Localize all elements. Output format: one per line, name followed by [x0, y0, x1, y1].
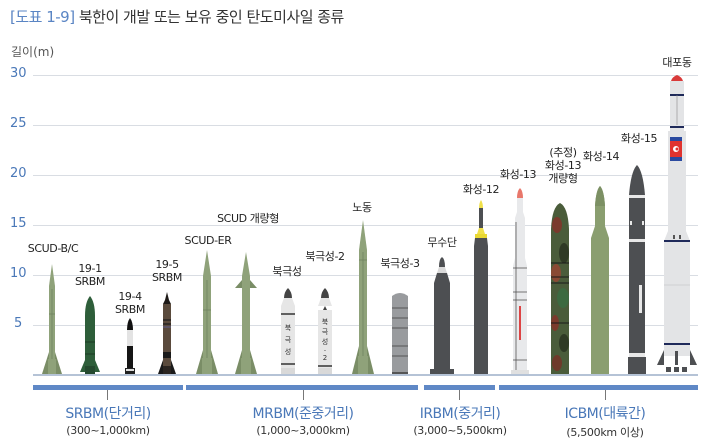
label-19-5: 19-5 SRBM	[151, 258, 183, 284]
pukguksong-body-char-3: 성	[285, 347, 291, 356]
missile-19-1	[79, 296, 101, 374]
label-musudan: 무수단	[427, 236, 457, 249]
label-hwasong-12: 화성-12	[462, 183, 500, 196]
label-pukguksong: 북극성	[272, 265, 302, 278]
missile-hwasong-14	[589, 186, 611, 374]
label-19-4: 19-4 SRBM	[114, 290, 146, 316]
missile-musudan	[429, 257, 455, 374]
label-hwasong-14: 화성-14	[582, 150, 620, 163]
category-tick-icbm	[605, 390, 606, 400]
category-name-icbm: ICBM(대륙간)	[564, 406, 646, 422]
svg-text:2: 2	[323, 354, 327, 362]
missile-hwasong-13	[509, 188, 531, 374]
category-name-irbm: IRBM(중거리)	[419, 406, 501, 422]
label-hwasong-13: 화성-13	[499, 168, 537, 181]
category-name-mrbm: MRBM(준중거리)	[252, 406, 354, 422]
gridline-25	[33, 125, 698, 126]
pukguksong-body-char-2: 극	[285, 336, 292, 344]
label-19-1: 19-1 SRBM	[74, 262, 106, 288]
missile-scud-er	[195, 250, 219, 374]
x-axis-baseline	[33, 374, 698, 376]
pukguksong-body-char-1: 북	[285, 324, 292, 332]
missile-19-4	[123, 318, 137, 374]
missile-hwasong-12	[472, 200, 490, 374]
svg-text:극: 극	[322, 328, 329, 336]
label-scud-improved: SCUD 개량형	[217, 212, 279, 225]
category-tick-mrbm	[303, 390, 304, 400]
missile-hwasong-15	[625, 165, 649, 374]
y-tick-5: 5	[14, 316, 23, 331]
figure-title-text: 북한이 개발 또는 보유 중인 탄도미사일 종류	[74, 8, 345, 26]
missile-pukguksong-3	[391, 290, 409, 374]
label-pukguksong-2: 북극성-2	[305, 250, 345, 263]
missile-scud-improved	[233, 252, 259, 374]
label-nodong: 노동	[352, 201, 372, 214]
missile-scud-bc	[40, 264, 64, 374]
y-tick-15: 15	[10, 216, 27, 231]
svg-text:성: 성	[322, 337, 328, 346]
label-pukguksong-3: 북극성-3	[380, 257, 420, 270]
missile-hwasong-13-improved	[549, 203, 571, 374]
category-range-mrbm: (1,000~3,000km)	[256, 424, 350, 437]
category-name-srbm: SRBM(단거리)	[65, 406, 151, 422]
svg-text:북: 북	[322, 318, 329, 326]
figure-tag: [도표 1-9]	[10, 8, 75, 26]
label-scud-bc: SCUD-B/C	[27, 242, 79, 255]
missile-19-5	[157, 292, 177, 374]
label-hwasong-15: 화성-15	[620, 132, 658, 145]
y-tick-10: 10	[10, 266, 27, 281]
label-scud-er: SCUD-ER	[184, 234, 232, 247]
y-tick-20: 20	[10, 166, 27, 181]
label-hwasong-13-improved: (추정) 화성-13 개량형	[544, 146, 582, 185]
category-range-icbm: (5,500km 이상)	[566, 426, 644, 439]
missile-taepodong	[656, 75, 698, 374]
category-bar-mrbm	[186, 385, 418, 390]
gridline-15	[33, 225, 698, 226]
y-tick-30: 30	[10, 66, 27, 81]
category-range-irbm: (3,000~5,500km)	[413, 424, 507, 437]
missile-nodong	[350, 220, 376, 374]
missile-pukguksong: 북 극 성	[279, 288, 297, 374]
y-axis-label: 길이(m)	[11, 45, 55, 59]
category-tick-irbm	[459, 390, 460, 400]
chart-title: [도표 1-9] 북한이 개발 또는 보유 중인 탄도미사일 종류	[10, 6, 344, 27]
category-bar-icbm	[499, 385, 698, 390]
gridline-20	[33, 175, 698, 176]
category-range-srbm: (300~1,000km)	[66, 424, 150, 437]
y-tick-25: 25	[10, 116, 27, 131]
missile-pukguksong-2: 북 극 성 - 2	[316, 288, 334, 374]
label-taepodong: 대포동	[662, 56, 692, 69]
category-bar-irbm	[424, 385, 495, 390]
category-bar-srbm	[33, 385, 183, 390]
svg-text:-: -	[324, 347, 326, 354]
category-tick-srbm	[107, 390, 108, 400]
gridline-30	[33, 75, 698, 76]
